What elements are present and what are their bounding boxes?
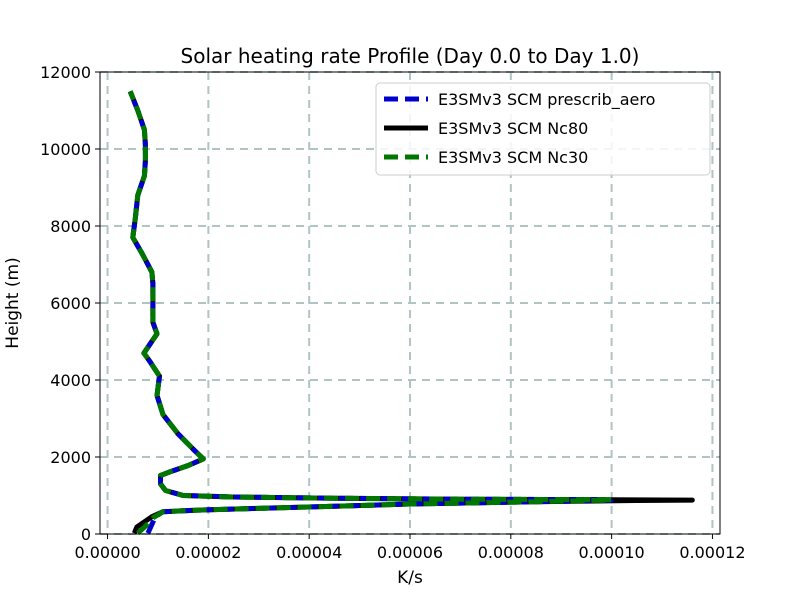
legend: E3SMv3 SCM prescrib_aero E3SMv3 SCM Nc80 E… bbox=[375, 82, 711, 176]
chart-title: Solar heating rate Profile (Day 0.0 to D… bbox=[181, 44, 640, 68]
x-tick-label: 0.00008 bbox=[478, 543, 544, 562]
x-tick-label: 0.00010 bbox=[579, 543, 645, 562]
y-tick-label: 2000 bbox=[50, 448, 91, 467]
x-tick-label: 0.00000 bbox=[74, 543, 140, 562]
y-axis-ticks: 0 2000 4000 6000 8000 10000 12000 bbox=[40, 63, 100, 544]
legend-box bbox=[375, 82, 711, 176]
y-tick-label: 4000 bbox=[50, 371, 91, 390]
x-tick-label: 0.00002 bbox=[175, 543, 241, 562]
legend-label: E3SMv3 SCM Nc80 bbox=[438, 119, 588, 138]
y-tick-label: 0 bbox=[81, 525, 91, 544]
y-tick-label: 10000 bbox=[40, 140, 91, 159]
y-tick-label: 12000 bbox=[40, 63, 91, 82]
y-axis-label: Height (m) bbox=[3, 257, 23, 348]
x-tick-label: 0.00006 bbox=[377, 543, 443, 562]
series-line-2 bbox=[127, 90, 615, 536]
legend-label: E3SMv3 SCM Nc30 bbox=[438, 148, 588, 167]
x-tick-label: 0.00012 bbox=[679, 543, 745, 562]
y-tick-label: 8000 bbox=[50, 217, 91, 236]
x-axis-ticks: 0.00000 0.00002 0.00004 0.00006 0.00008 0.000… bbox=[74, 534, 746, 562]
y-tick-label: 6000 bbox=[50, 294, 91, 313]
legend-label: E3SMv3 SCM prescrib_aero bbox=[438, 90, 655, 110]
x-tick-label: 0.00004 bbox=[276, 543, 342, 562]
x-axis-label: K/s bbox=[397, 568, 423, 588]
series-layer bbox=[127, 90, 695, 536]
